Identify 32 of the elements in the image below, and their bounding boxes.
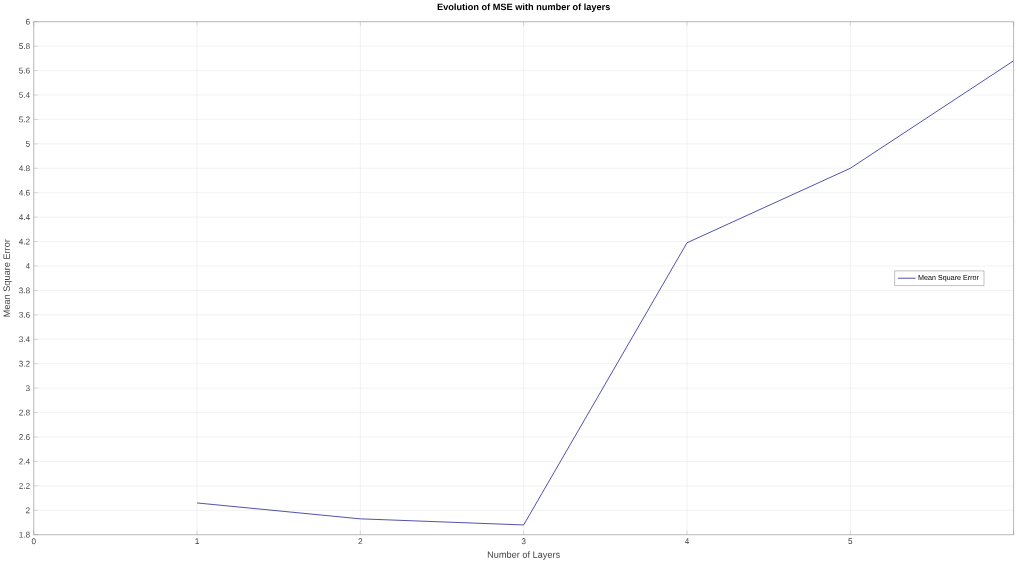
- y-tick-label: 3: [25, 385, 30, 391]
- y-tick-label: 4.2: [18, 238, 30, 245]
- y-tick-label: 5.6: [19, 67, 30, 74]
- y-tick-label: 6: [26, 18, 30, 25]
- x-tick-label: 3: [521, 538, 526, 545]
- x-tick-label: 0: [31, 538, 36, 545]
- y-tick-label: 4.8: [18, 165, 30, 172]
- y-tick-label: 4.4: [18, 214, 30, 220]
- y-tick-label: 5: [25, 140, 30, 147]
- y-tick-label: 3.4: [19, 336, 30, 343]
- y-tick-label: 1.8: [19, 531, 30, 538]
- chart-title: Evolution of MSE with number of layers: [437, 3, 610, 12]
- y-tick-label: 2.8: [19, 409, 30, 416]
- y-tick-label: 5.8: [19, 43, 30, 49]
- y-tick-label: 2.6: [19, 434, 30, 440]
- x-tick-label: 5: [848, 538, 853, 544]
- x-axis-title: Number of Layers: [487, 551, 560, 560]
- y-tick-label: 3.8: [19, 287, 30, 294]
- y-tick-label: 5.2: [19, 116, 30, 123]
- y-tick-label: 3.2: [19, 360, 30, 367]
- y-tick-label: 5.4: [19, 92, 30, 98]
- x-tick-label: 1: [195, 538, 199, 544]
- line-series: [196, 60, 1014, 526]
- y-tick-label: 2: [26, 507, 30, 514]
- y-axis-title: Mean Square Error: [3, 239, 12, 317]
- y-tick-label: 3.6: [19, 311, 30, 318]
- x-tick-label: 2: [358, 538, 363, 544]
- y-tick-label: 4: [25, 263, 30, 269]
- y-tick-label: 2.4: [19, 458, 30, 465]
- x-tick-label: 4: [684, 538, 690, 544]
- y-tick-label: 2.2: [19, 482, 30, 489]
- y-tick-label: 4.6: [18, 189, 30, 196]
